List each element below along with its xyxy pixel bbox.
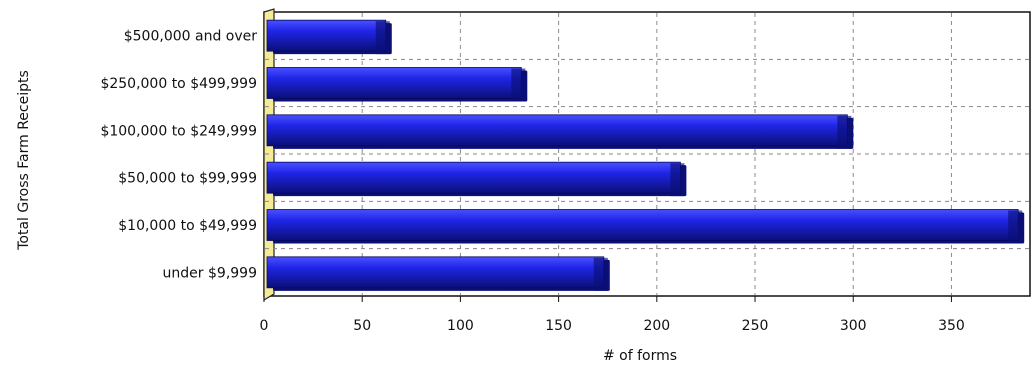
bar-cap-0 xyxy=(375,21,390,55)
bar-cap-3 xyxy=(670,163,685,197)
category-label-0: $500,000 and over xyxy=(124,29,258,45)
bar-cap-1 xyxy=(511,68,526,102)
plot-frame xyxy=(263,11,1031,297)
bar-2 xyxy=(266,114,848,147)
category-label-5: under $9,999 xyxy=(163,265,257,281)
x-tick-label-4: 200 xyxy=(643,318,670,334)
bar-cap-5 xyxy=(593,257,608,291)
bar-0 xyxy=(266,19,387,52)
category-label-1: $250,000 to $499,999 xyxy=(100,76,257,92)
category-label-2: $100,000 to $249,999 xyxy=(100,123,257,139)
x-axis-title: # of forms xyxy=(603,348,677,364)
x-tick-label-3: 150 xyxy=(545,318,572,334)
x-tick-label-1: 50 xyxy=(353,318,371,334)
x-tick-label-2: 100 xyxy=(447,318,474,334)
bar-5 xyxy=(266,256,605,289)
bars-layer xyxy=(266,19,1025,291)
bar-cap-4 xyxy=(1008,210,1023,244)
y-axis-title: Total Gross Farm Receipts xyxy=(16,70,32,251)
category-label-4: $10,000 to $49,999 xyxy=(118,218,257,234)
category-label-3: $50,000 to $99,999 xyxy=(118,171,257,187)
grid-lines xyxy=(265,13,1029,295)
category-labels: $500,000 and over $250,000 to $499,999 $10… xyxy=(100,29,257,282)
x-tick-label-5: 250 xyxy=(742,318,769,334)
bar-3 xyxy=(266,161,681,194)
x-tick-label-7: 350 xyxy=(938,318,965,334)
bar-1 xyxy=(266,67,522,99)
x-tick-label-6: 300 xyxy=(840,318,867,334)
bar-cap-2 xyxy=(837,115,852,149)
x-axis-ticks: 0 50 100 150 200 250 300 350 xyxy=(260,296,965,334)
bar-4 xyxy=(266,209,1019,241)
x-tick-label-0: 0 xyxy=(260,318,269,334)
